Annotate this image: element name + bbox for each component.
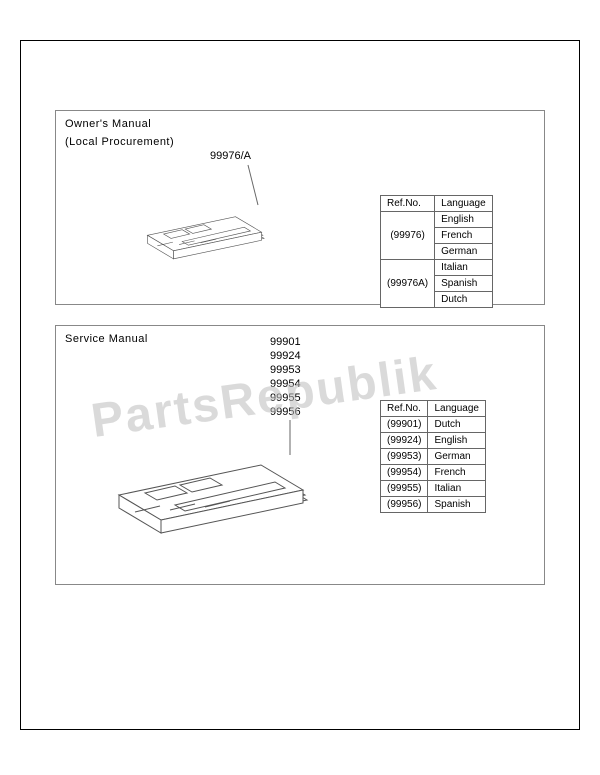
service-code-stack: 999019992499953999549995599956 — [270, 335, 301, 419]
table-row: (99955)Italian — [381, 481, 486, 497]
ref-cell: (99953) — [381, 449, 428, 465]
owners-code-label: 99976/A — [210, 150, 251, 162]
code-line: 99924 — [270, 349, 301, 363]
code-line: 99954 — [270, 377, 301, 391]
code-line: 99955 — [270, 391, 301, 405]
owners-manual-icon — [145, 195, 269, 276]
service-manual-icon — [115, 430, 315, 560]
ref-cell: (99924) — [381, 433, 428, 449]
table-header-lang: Language — [428, 401, 486, 417]
table-row: (99956)Spanish — [381, 497, 486, 513]
table-row: (99976)English — [381, 212, 493, 228]
lang-cell: German — [428, 449, 486, 465]
ref-cell: (99976) — [381, 212, 435, 260]
owners-title: Owner's Manual — [65, 118, 151, 130]
service-reference-table: Ref.No. Language (99901)Dutch(99924)Engl… — [380, 400, 486, 513]
table-row: (99953)German — [381, 449, 486, 465]
lang-cell: Spanish — [435, 276, 493, 292]
owners-subtitle: (Local Procurement) — [65, 136, 174, 148]
lang-cell: German — [435, 244, 493, 260]
lang-cell: Spanish — [428, 497, 486, 513]
lang-cell: Italian — [428, 481, 486, 497]
lang-cell: English — [435, 212, 493, 228]
code-line: 99956 — [270, 405, 301, 419]
ref-cell: (99901) — [381, 417, 428, 433]
code-line: 99901 — [270, 335, 301, 349]
ref-cell: (99956) — [381, 497, 428, 513]
owners-reference-table: Ref.No. Language (99976)EnglishFrenchGer… — [380, 195, 493, 308]
lang-cell: English — [428, 433, 486, 449]
lang-cell: French — [435, 228, 493, 244]
table-row: (99976A)Italian — [381, 260, 493, 276]
ref-cell: (99954) — [381, 465, 428, 481]
lang-cell: Dutch — [428, 417, 486, 433]
table-header-ref: Ref.No. — [381, 196, 435, 212]
table-row: (99924)English — [381, 433, 486, 449]
lang-cell: Italian — [435, 260, 493, 276]
code-line: 99953 — [270, 363, 301, 377]
table-header-ref: Ref.No. — [381, 401, 428, 417]
lang-cell: Dutch — [435, 292, 493, 308]
table-row: (99901)Dutch — [381, 417, 486, 433]
ref-cell: (99955) — [381, 481, 428, 497]
lang-cell: French — [428, 465, 486, 481]
table-header-lang: Language — [435, 196, 493, 212]
ref-cell: (99976A) — [381, 260, 435, 308]
table-row: (99954)French — [381, 465, 486, 481]
service-title: Service Manual — [65, 333, 148, 345]
